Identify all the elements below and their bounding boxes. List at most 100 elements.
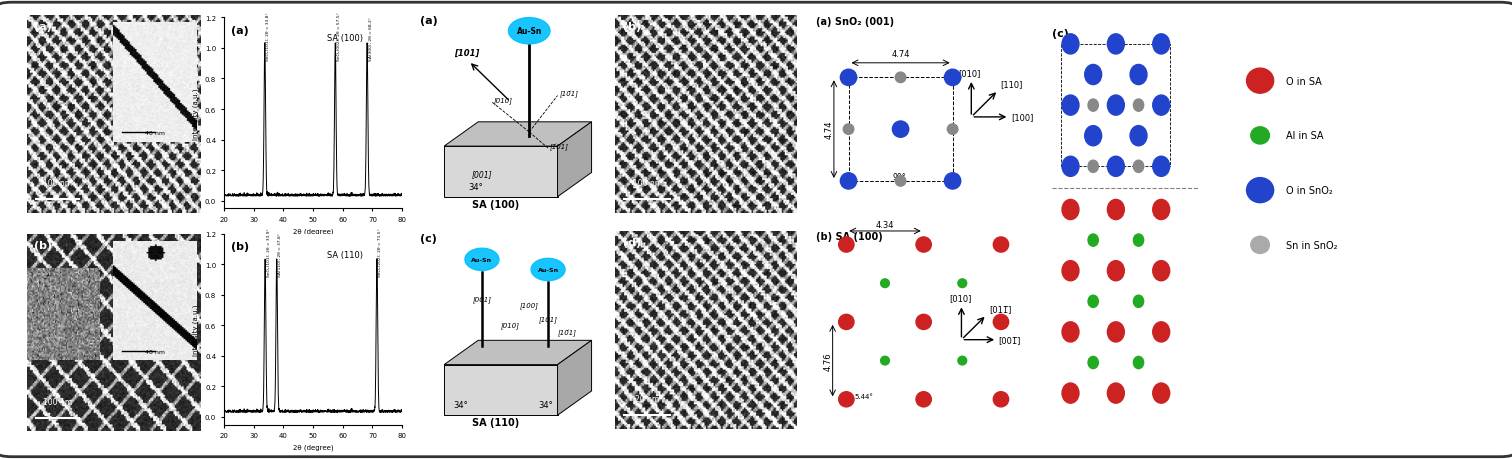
Circle shape	[1134, 357, 1143, 369]
Text: O in SA: O in SA	[1285, 77, 1321, 86]
Text: [010]: [010]	[500, 321, 520, 328]
Text: Sn in SnO₂: Sn in SnO₂	[1285, 241, 1337, 250]
Text: SA (100): SA (100)	[327, 34, 363, 43]
Polygon shape	[445, 341, 591, 365]
Text: SA(110); 2θ = 37.8°: SA(110); 2θ = 37.8°	[278, 233, 283, 277]
Circle shape	[1134, 100, 1143, 112]
Ellipse shape	[508, 18, 550, 45]
X-axis label: 2θ (degree): 2θ (degree)	[293, 444, 333, 450]
Circle shape	[959, 279, 966, 288]
Circle shape	[1107, 200, 1125, 220]
Circle shape	[1061, 200, 1080, 220]
Polygon shape	[445, 147, 558, 197]
Circle shape	[948, 124, 959, 135]
Text: [001̅]: [001̅]	[998, 336, 1021, 344]
Text: 4.76: 4.76	[824, 352, 833, 370]
Text: SnO₂(202); 2θ = 71.5°: SnO₂(202); 2θ = 71.5°	[378, 228, 383, 277]
Text: (b): (b)	[231, 242, 249, 252]
Circle shape	[895, 73, 906, 84]
Text: Au-Sn: Au-Sn	[472, 257, 493, 262]
Text: [1́01]: [1́01]	[550, 143, 569, 151]
Circle shape	[1250, 128, 1270, 145]
Circle shape	[1152, 261, 1170, 281]
Circle shape	[844, 124, 854, 135]
Polygon shape	[445, 365, 558, 415]
Circle shape	[959, 357, 966, 365]
Circle shape	[1134, 161, 1143, 173]
Circle shape	[1107, 261, 1125, 281]
Text: SA (110): SA (110)	[327, 250, 363, 259]
Text: [100]: [100]	[520, 301, 538, 308]
Text: 100 nm: 100 nm	[632, 179, 662, 188]
Circle shape	[1089, 296, 1098, 308]
Text: SnO₂(002); 2θ = 57.5°: SnO₂(002); 2θ = 57.5°	[337, 12, 340, 61]
Circle shape	[1152, 383, 1170, 403]
Text: 40 nm: 40 nm	[145, 131, 165, 136]
Circle shape	[1134, 235, 1143, 246]
Circle shape	[839, 237, 854, 252]
Text: [001]: [001]	[472, 295, 491, 302]
Text: 34°: 34°	[454, 400, 469, 409]
Circle shape	[1250, 237, 1270, 254]
Circle shape	[945, 70, 960, 86]
Ellipse shape	[466, 249, 499, 271]
Circle shape	[1152, 322, 1170, 342]
Text: 100 nm: 100 nm	[42, 179, 73, 188]
Circle shape	[841, 174, 857, 190]
Polygon shape	[445, 123, 591, 147]
Text: (a): (a)	[231, 26, 248, 36]
Circle shape	[1129, 126, 1148, 146]
Circle shape	[1152, 96, 1170, 116]
Circle shape	[993, 314, 1009, 330]
Text: SA(300); 2θ = 68.2°: SA(300); 2θ = 68.2°	[369, 17, 372, 61]
Circle shape	[839, 314, 854, 330]
Circle shape	[1061, 157, 1080, 177]
Text: [10́1]: [10́1]	[558, 329, 576, 336]
Circle shape	[916, 314, 931, 330]
Circle shape	[1134, 296, 1143, 308]
Circle shape	[1152, 157, 1170, 177]
Circle shape	[1061, 383, 1080, 403]
Text: [100]: [100]	[1010, 113, 1033, 122]
Text: 4.34: 4.34	[875, 220, 894, 230]
Circle shape	[880, 357, 889, 365]
Circle shape	[841, 70, 857, 86]
Text: 34°: 34°	[538, 400, 553, 409]
Text: [101]: [101]	[538, 315, 558, 322]
Circle shape	[993, 392, 1009, 407]
Text: SA (100): SA (100)	[472, 199, 519, 209]
Y-axis label: Intensity (a.u.): Intensity (a.u.)	[194, 88, 200, 139]
Circle shape	[1107, 96, 1125, 116]
Circle shape	[1246, 178, 1273, 203]
Text: (c): (c)	[1052, 28, 1069, 39]
Circle shape	[1061, 261, 1080, 281]
Text: 4.74: 4.74	[826, 121, 835, 139]
Text: [010]: [010]	[493, 97, 513, 104]
Text: O in SnO₂: O in SnO₂	[1285, 186, 1332, 196]
Y-axis label: Intensity (a.u.): Intensity (a.u.)	[194, 304, 200, 355]
Circle shape	[895, 176, 906, 187]
X-axis label: 2θ (degree): 2θ (degree)	[293, 228, 333, 235]
Text: [010]: [010]	[959, 68, 981, 78]
Text: Au-Sn: Au-Sn	[538, 268, 558, 272]
Circle shape	[1246, 69, 1273, 94]
Text: 40 nm: 40 nm	[145, 349, 165, 354]
Text: SA (110): SA (110)	[472, 417, 519, 427]
Text: 90°: 90°	[892, 173, 906, 182]
Circle shape	[1089, 235, 1098, 246]
Text: (b) SA (100): (b) SA (100)	[816, 232, 883, 242]
Circle shape	[1152, 200, 1170, 220]
Text: (a): (a)	[420, 16, 437, 26]
Circle shape	[1061, 322, 1080, 342]
Text: (a) SnO₂ (001): (a) SnO₂ (001)	[816, 17, 895, 27]
Text: 100 nm: 100 nm	[42, 397, 73, 406]
Circle shape	[916, 392, 931, 407]
Circle shape	[1061, 96, 1080, 116]
Circle shape	[1089, 161, 1098, 173]
Circle shape	[1129, 65, 1148, 85]
Circle shape	[916, 237, 931, 252]
Circle shape	[1089, 357, 1098, 369]
Text: (a): (a)	[35, 22, 51, 32]
Text: SnO₂(101); 2θ = 33.9°: SnO₂(101); 2θ = 33.9°	[266, 228, 271, 277]
Circle shape	[1107, 157, 1125, 177]
